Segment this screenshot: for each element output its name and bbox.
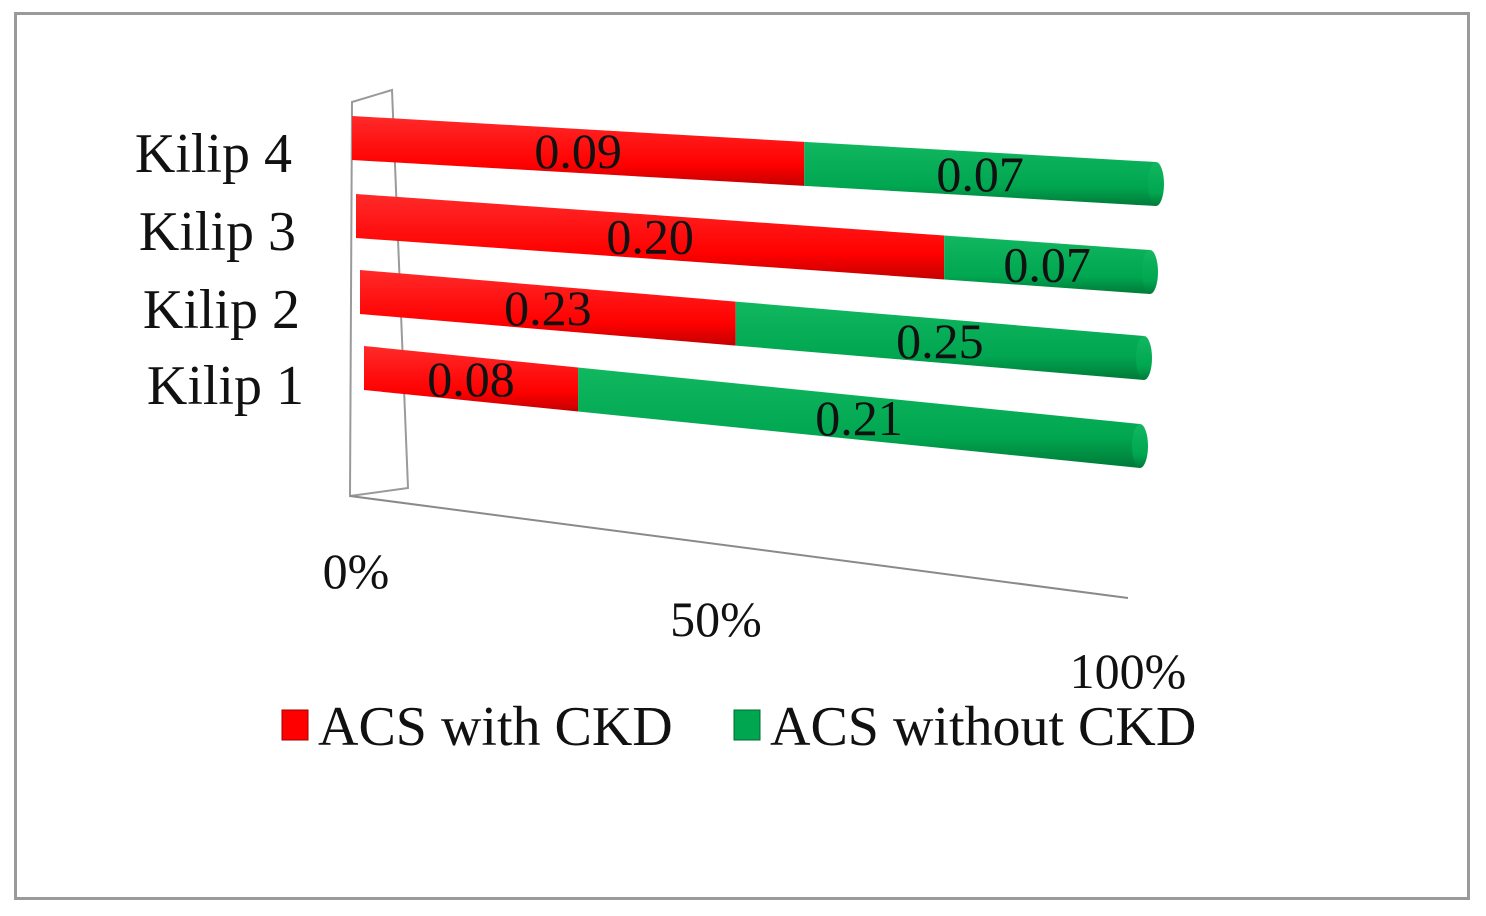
category-label: Kilip 3	[139, 201, 296, 263]
back-wall	[348, 88, 410, 498]
legend-label: ACS with CKD	[318, 696, 673, 758]
bar-segment	[735, 301, 1144, 380]
bar-segment	[364, 346, 579, 412]
bar-cap	[1142, 250, 1158, 294]
bar-segment	[356, 194, 945, 280]
bar-segment	[360, 270, 736, 346]
legend-swatch-with-ckd	[281, 709, 309, 741]
bar-segment	[352, 116, 805, 186]
bar-segment	[804, 141, 1156, 206]
data-label: 0.25	[896, 313, 984, 369]
legend: ACS with CKD ACS without CKD	[281, 696, 1196, 758]
category-label: Kilip 2	[143, 279, 300, 341]
data-label: 0.08	[427, 351, 515, 407]
x-axis-line	[349, 495, 1129, 599]
data-label: 0.09	[534, 123, 622, 179]
data-label: 0.20	[606, 209, 694, 265]
data-label: 0.21	[815, 390, 903, 446]
x-tick-label: 0%	[323, 543, 390, 599]
data-label: 0.07	[936, 146, 1024, 202]
bar-cap	[1132, 424, 1148, 468]
bar-segment	[578, 367, 1140, 468]
bar-segment	[944, 235, 1150, 294]
category-label: Kilip 4	[135, 123, 292, 185]
data-label: 0.07	[1003, 237, 1091, 293]
category-label: Kilip 1	[147, 355, 304, 417]
x-tick-label: 50%	[670, 591, 762, 647]
legend-swatch-without-ckd	[733, 709, 761, 741]
data-label: 0.23	[504, 280, 592, 336]
x-tick-label: 100%	[1070, 643, 1187, 699]
legend-label: ACS without CKD	[770, 696, 1196, 758]
bar-cap	[1136, 336, 1152, 380]
bar-cap	[1148, 162, 1164, 206]
